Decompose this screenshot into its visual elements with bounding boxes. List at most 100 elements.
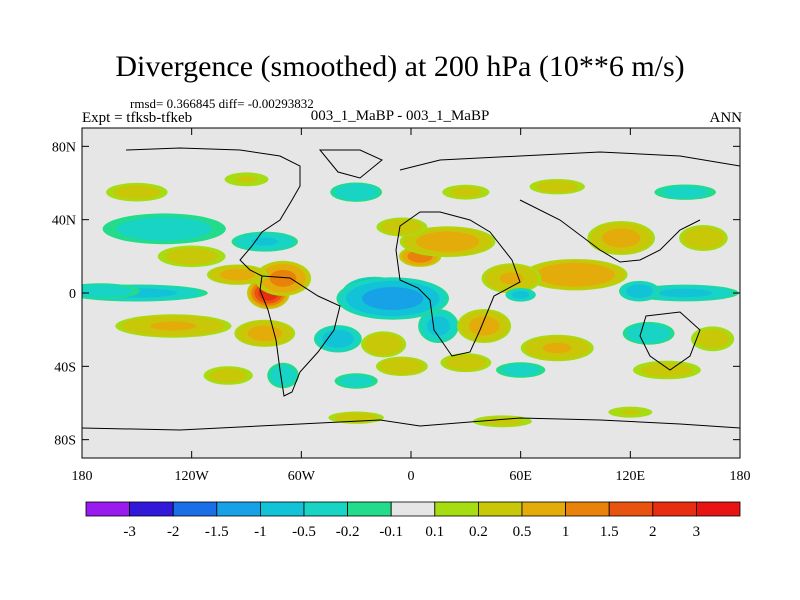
contour-band	[445, 354, 487, 371]
anomaly-cell	[254, 260, 312, 296]
colorbar-label: 1	[562, 524, 570, 540]
x-tick-label: 180	[72, 469, 93, 484]
anomaly-cell	[231, 231, 298, 252]
colorbar-swatch	[129, 501, 174, 517]
contour-band	[339, 375, 373, 387]
contour-band	[501, 364, 540, 376]
colorbar-swatch	[521, 501, 566, 517]
anomaly-cell	[203, 366, 253, 385]
colorbar-label: 3	[693, 524, 701, 540]
anomaly-cell	[375, 356, 428, 377]
anomaly-cell	[206, 264, 268, 285]
colorbar-label: -1.5	[205, 524, 229, 540]
anomaly-cell	[618, 280, 660, 302]
coastline-north-america	[125, 147, 301, 277]
y-tick-label: 80S	[54, 434, 76, 449]
anomaly-cell	[587, 221, 655, 255]
coastlines	[82, 147, 740, 431]
coastline-eurasia	[399, 151, 740, 263]
contour-band	[381, 219, 423, 235]
anomaly-cell	[330, 182, 383, 202]
contour-band	[619, 409, 641, 415]
contour-band	[512, 291, 530, 299]
colorbar-swatch	[565, 501, 610, 517]
contour-band	[658, 288, 712, 298]
x-tick-label: 60E	[509, 469, 532, 484]
season-label: ANN	[709, 110, 743, 126]
contour-band	[165, 248, 218, 265]
coastline-australia	[639, 311, 701, 371]
anomaly-cell	[457, 309, 512, 343]
contour-band	[482, 417, 523, 426]
anomaly-cell	[82, 283, 140, 300]
contour-band	[251, 237, 278, 246]
contour-band	[379, 358, 424, 375]
coastline-africa-europe	[395, 211, 521, 357]
contour-band	[661, 186, 709, 199]
anomaly-cell	[267, 362, 299, 389]
contour-band	[426, 316, 450, 336]
anomaly-cell	[496, 362, 546, 378]
colorbar-swatch	[434, 501, 479, 517]
contour-band	[235, 176, 258, 183]
colorbar-label: -1	[254, 524, 267, 540]
anomaly-cell	[523, 258, 628, 291]
colorbar-label: 0.1	[425, 524, 444, 540]
anomaly-cell	[418, 309, 459, 343]
x-tick-label: 120E	[616, 469, 646, 484]
anomaly-cell	[313, 325, 362, 353]
anomaly-cell	[106, 182, 168, 202]
contour-band	[116, 216, 212, 241]
anomaly-cell	[336, 277, 450, 320]
rmsd-diff-stats: rmsd= 0.366845 diff= -0.00293832	[130, 96, 314, 111]
anomaly-cell	[679, 225, 728, 251]
colorbar-swatch	[652, 501, 697, 517]
contour-band	[270, 365, 297, 386]
coastline-antarctica	[82, 417, 740, 431]
colorbar-label: 0.5	[513, 524, 532, 540]
experiment-label: Expt = tfksb-tfkeb	[82, 110, 193, 126]
contour-band	[82, 284, 133, 298]
anomaly-cell	[481, 263, 542, 294]
contour-band	[626, 323, 671, 343]
anomaly-cell	[102, 213, 226, 245]
colorbar-swatch	[303, 501, 348, 517]
contour-band	[362, 287, 424, 310]
anomaly-cell	[376, 217, 428, 237]
contour-band	[640, 362, 693, 378]
colorbar-swatch	[85, 501, 130, 517]
anomaly-cell	[632, 360, 701, 380]
anomaly-cell	[608, 406, 653, 418]
anomaly-cell	[520, 334, 594, 362]
contour-field	[82, 172, 739, 428]
contour-band	[113, 185, 161, 200]
colorbar-label: 2	[649, 524, 657, 540]
anomaly-cell	[440, 353, 492, 373]
colorbar-label: -2	[167, 524, 180, 540]
chart-title: Divergence (smoothed) at 200 hPa (10**6 …	[115, 50, 685, 83]
contour-band	[364, 333, 403, 356]
colorbar-label: 1.5	[600, 524, 619, 540]
contour-band	[269, 269, 297, 287]
anomaly-cell	[157, 245, 226, 268]
anomaly-cell	[654, 184, 716, 200]
y-tick-label: 0	[69, 287, 76, 302]
contour-band	[449, 187, 482, 198]
anomaly-cell	[224, 172, 269, 187]
coastline-greenland	[318, 149, 383, 179]
contour-band	[416, 231, 480, 252]
contour-band	[695, 329, 730, 349]
colorbar-swatch	[216, 501, 261, 517]
colorbar-label: -0.2	[336, 524, 360, 540]
x-tick-label: 0	[408, 469, 415, 484]
anomaly-cell	[115, 314, 232, 338]
y-tick-label: 80N	[52, 140, 76, 155]
colorbar-label: -0.1	[379, 524, 403, 540]
anomaly-cell	[442, 184, 490, 200]
colorbar-swatch	[390, 501, 436, 517]
contour-band	[220, 268, 255, 281]
colorbar-label: 0.2	[469, 524, 488, 540]
contour-band	[468, 316, 500, 336]
case-label: 003_1_MaBP - 003_1_MaBP	[310, 108, 490, 124]
colorbar-swatch	[259, 501, 305, 517]
